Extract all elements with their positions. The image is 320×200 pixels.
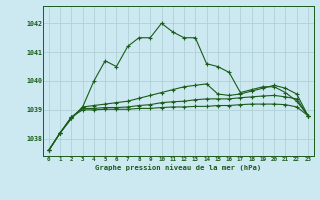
X-axis label: Graphe pression niveau de la mer (hPa): Graphe pression niveau de la mer (hPa) [95, 164, 261, 171]
